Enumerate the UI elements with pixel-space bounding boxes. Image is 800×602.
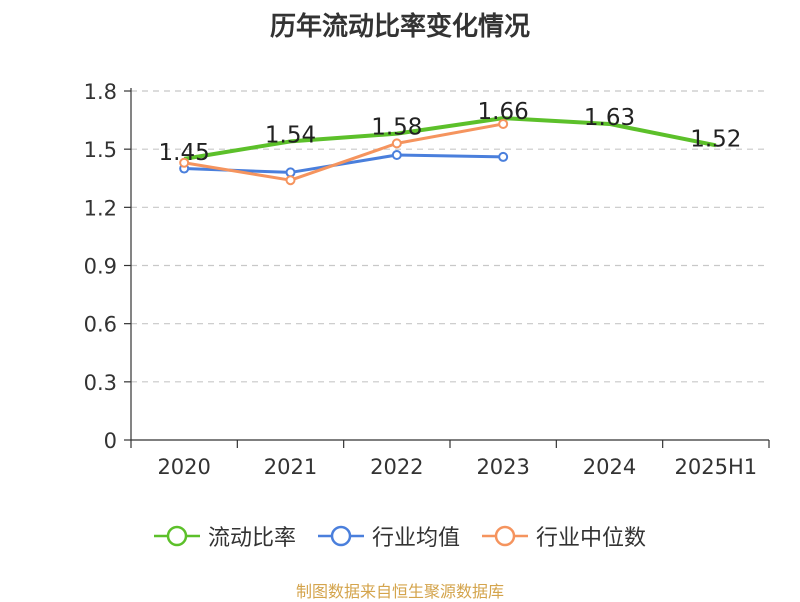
axis-layer: 0 0.3 0.6 0.9 1.2 1.5 1.8 2020 2021 2022 2023 2024 2… (84, 80, 770, 479)
x-tick-label-1: 2021 (264, 455, 317, 479)
y-tick-label-1: 0.3 (84, 371, 117, 395)
y-tick-label-2: 0.6 (84, 313, 117, 337)
x-tick-label-3: 2023 (476, 455, 529, 479)
data-label-0: 1.45 (159, 140, 210, 166)
legend-label-industry-mean: 行业均值 (371, 526, 460, 551)
data-label-2: 1.58 (371, 115, 422, 141)
series-line-0 (183, 116, 717, 161)
grid-layer (131, 90, 769, 383)
x-tick-label-5: 2025H1 (675, 455, 758, 479)
legend-item-industry-median[interactable]: 行业中位数 (482, 520, 646, 552)
label-layer: 1.45 1.54 1.58 1.66 1.63 1.52 (159, 99, 742, 166)
x-tick-label-4: 2024 (583, 455, 636, 479)
legend-label-industry-median: 行业中位数 (536, 526, 647, 551)
series-line-2 (183, 122, 504, 182)
legend-item-current-ratio[interactable]: 流动比率 (153, 520, 296, 552)
legend-swatch-industry-mean (317, 525, 364, 547)
legend-swatch-current-ratio (153, 525, 200, 547)
data-label-4: 1.63 (584, 105, 635, 131)
y-tick-label-5: 1.5 (84, 138, 117, 162)
series-2-point-1[interactable] (285, 175, 296, 186)
series-1-point-3[interactable] (498, 151, 509, 162)
y-tick-label-0: 0 (104, 429, 117, 453)
legend-item-industry-mean[interactable]: 行业均值 (317, 520, 460, 552)
series-2-point-0[interactable] (179, 157, 190, 168)
source-note: 制图数据来自恒生聚源数据库 (295, 582, 504, 601)
y-tick-label-6: 1.8 (84, 80, 117, 104)
x-tick-label-0: 2020 (157, 455, 210, 479)
y-tick-label-3: 0.9 (84, 255, 117, 279)
y-tick-label-4: 1.2 (84, 196, 117, 220)
data-label-5: 1.52 (690, 126, 741, 152)
series-2-point-2[interactable] (391, 138, 402, 149)
legend-label-current-ratio: 流动比率 (207, 526, 296, 551)
series-layer (179, 116, 717, 186)
legend-swatch-industry-median (482, 525, 528, 547)
series-2-point-3[interactable] (498, 118, 509, 129)
x-tick-label-2: 2022 (370, 455, 423, 479)
series-1-point-2[interactable] (391, 149, 402, 160)
data-label-1: 1.54 (265, 122, 316, 148)
data-label-3: 1.66 (478, 99, 529, 125)
legend: 流动比率 行业均值 行业中位数 (0, 520, 800, 552)
chart-title: 历年流动比率变化情况 (269, 12, 530, 42)
